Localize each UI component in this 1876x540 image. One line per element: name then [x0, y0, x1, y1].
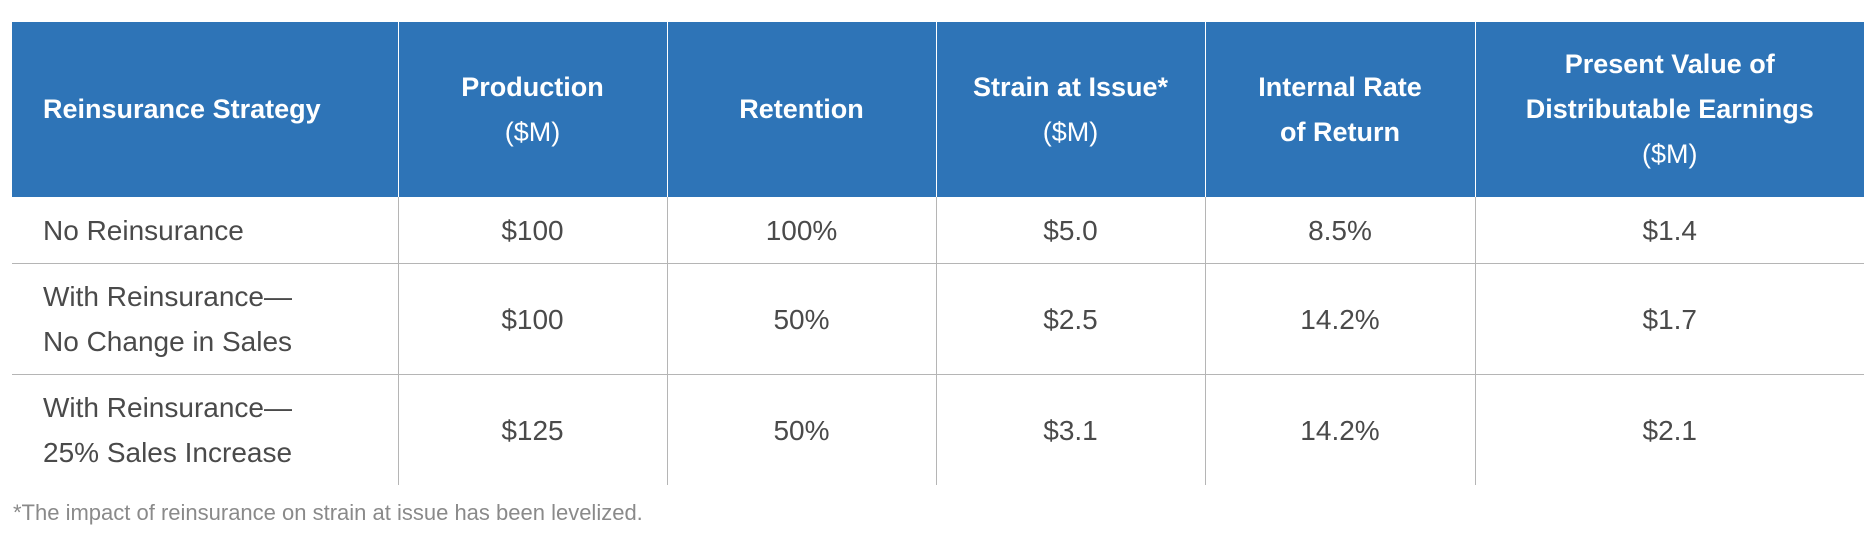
reinsurance-strategy-table: Reinsurance Strategy Production ($M) Ret… — [12, 22, 1864, 485]
table-row: No Reinsurance $100 100% $5.0 8.5% $1.4 — [12, 197, 1864, 264]
cell-retention: 50% — [666, 374, 936, 485]
header-row: Reinsurance Strategy Production ($M) Ret… — [12, 22, 1864, 197]
table-row: With Reinsurance— 25% Sales Increase $12… — [12, 374, 1864, 486]
strategy-label: No Reinsurance — [43, 214, 244, 246]
table-header: Reinsurance Strategy Production ($M) Ret… — [12, 22, 1864, 197]
table-footnote: *The impact of reinsurance on strain at … — [13, 500, 643, 525]
table-body: No Reinsurance $100 100% $5.0 8.5% $1.4 … — [12, 197, 1864, 485]
cell-production: $125 — [397, 374, 667, 485]
header-production: Production ($M) — [397, 22, 667, 197]
cell-strategy: With Reinsurance— 25% Sales Increase — [12, 375, 398, 486]
table-row: With Reinsurance— No Change in Sales $10… — [12, 263, 1864, 375]
cell-strain: $5.0 — [935, 197, 1205, 264]
cell-irr: 14.2% — [1204, 263, 1475, 375]
cell-strain: $2.5 — [935, 263, 1205, 375]
cell-retention: 50% — [666, 263, 936, 375]
header-unit: ($M) — [1042, 116, 1099, 147]
cell-pvde: $1.7 — [1474, 263, 1864, 375]
cell-strategy: With Reinsurance— No Change in Sales — [12, 264, 398, 375]
cell-production: $100 — [397, 263, 667, 375]
cell-strategy: No Reinsurance — [12, 197, 398, 264]
header-label: Distributable Earnings — [1525, 94, 1814, 124]
header-unit: ($M) — [1642, 139, 1698, 169]
header-label: Strain at Issue* — [972, 71, 1169, 102]
strategy-label: 25% Sales Increase — [43, 437, 293, 468]
cell-pvde: $2.1 — [1474, 374, 1864, 485]
header-reinsurance-strategy: Reinsurance Strategy — [12, 22, 398, 197]
header-label: of Return — [1280, 116, 1400, 147]
header-label: Internal Rate — [1258, 71, 1422, 102]
header-internal-rate-of-return: Internal Rate of Return — [1204, 22, 1475, 197]
cell-strain: $3.1 — [935, 374, 1205, 485]
cell-production: $100 — [397, 197, 667, 264]
header-strain-at-issue: Strain at Issue* ($M) — [935, 22, 1205, 197]
header-label: Present Value of — [1564, 49, 1775, 79]
strategy-label: With Reinsurance— — [43, 392, 292, 423]
header-retention: Retention — [666, 22, 936, 197]
strategy-label: With Reinsurance— — [43, 281, 292, 312]
header-label: Reinsurance Strategy — [43, 94, 321, 124]
cell-retention: 100% — [666, 197, 936, 264]
cell-irr: 8.5% — [1204, 197, 1475, 264]
strategy-label: No Change in Sales — [43, 326, 293, 357]
header-present-value-distributable-earnings: Present Value of Distributable Earnings … — [1474, 22, 1864, 197]
cell-pvde: $1.4 — [1474, 197, 1864, 264]
header-label: Production — [461, 71, 604, 102]
header-unit: ($M) — [504, 116, 561, 147]
reinsurance-strategy-table-container: Reinsurance Strategy Production ($M) Ret… — [12, 22, 1864, 485]
cell-irr: 14.2% — [1204, 374, 1475, 485]
header-label: Retention — [739, 94, 864, 124]
